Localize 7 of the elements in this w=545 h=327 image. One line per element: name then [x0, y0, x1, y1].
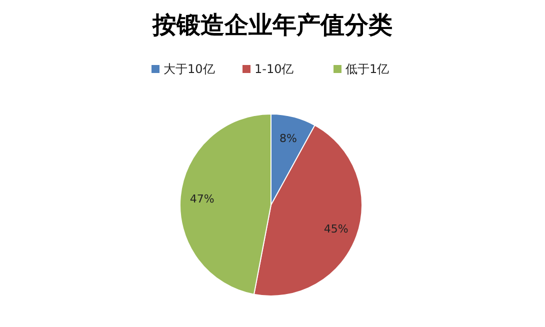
data-label: 45% [324, 222, 348, 236]
data-label: 8% [279, 132, 297, 146]
legend-label: 低于1亿 [346, 62, 390, 76]
chart-title: 按锻造企业年产值分类 [152, 10, 392, 39]
data-label: 47% [190, 192, 214, 206]
legend-label: 1-10亿 [254, 62, 294, 76]
legend-label: 大于10亿 [164, 62, 215, 76]
